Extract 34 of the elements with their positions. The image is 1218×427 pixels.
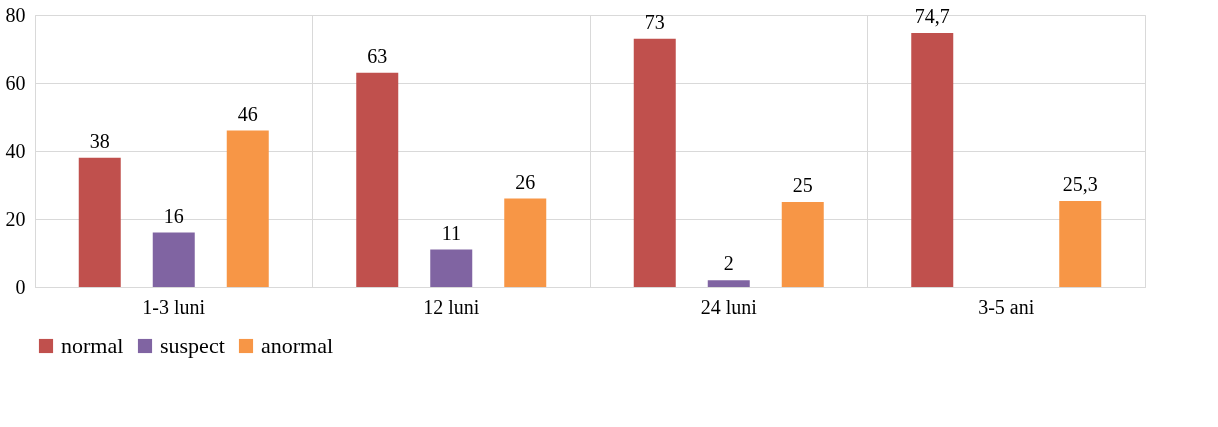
bar [1059, 200, 1102, 287]
bar [78, 157, 121, 287]
bar [226, 130, 269, 287]
data-label: 16 [163, 204, 184, 227]
y-tick-label: 0 [15, 275, 26, 298]
data-label: 74,7 [914, 5, 950, 28]
data-label: 26 [515, 170, 536, 193]
x-tick-label: 1-3 luni [142, 295, 206, 318]
legend-label: suspect [160, 333, 225, 358]
bar [430, 249, 473, 287]
data-label: 25 [792, 174, 813, 196]
bar [504, 198, 547, 287]
data-label: 73 [644, 10, 665, 33]
data-label: 38 [89, 129, 110, 152]
data-label: 25,3 [1062, 172, 1098, 195]
data-label: 11 [441, 221, 461, 244]
y-tick-label: 40 [5, 139, 26, 162]
x-tick-label: 3-5 ani [978, 295, 1035, 318]
y-tick-label: 80 [5, 3, 26, 26]
bar [781, 202, 824, 287]
x-tick-label: 12 luni [423, 295, 480, 318]
bar [356, 72, 399, 287]
legend-label: anormal [261, 333, 334, 358]
bar [911, 33, 954, 287]
y-tick-label: 20 [5, 207, 26, 230]
bar [707, 280, 750, 287]
data-label: 2 [723, 252, 734, 275]
y-tick-label: 60 [5, 71, 26, 94]
data-label: 46 [237, 102, 258, 125]
x-tick-label: 24 luni [700, 295, 758, 318]
data-label: 63 [367, 44, 388, 67]
bar [152, 232, 195, 287]
legend-label: normal [61, 333, 124, 358]
bar [633, 38, 676, 287]
